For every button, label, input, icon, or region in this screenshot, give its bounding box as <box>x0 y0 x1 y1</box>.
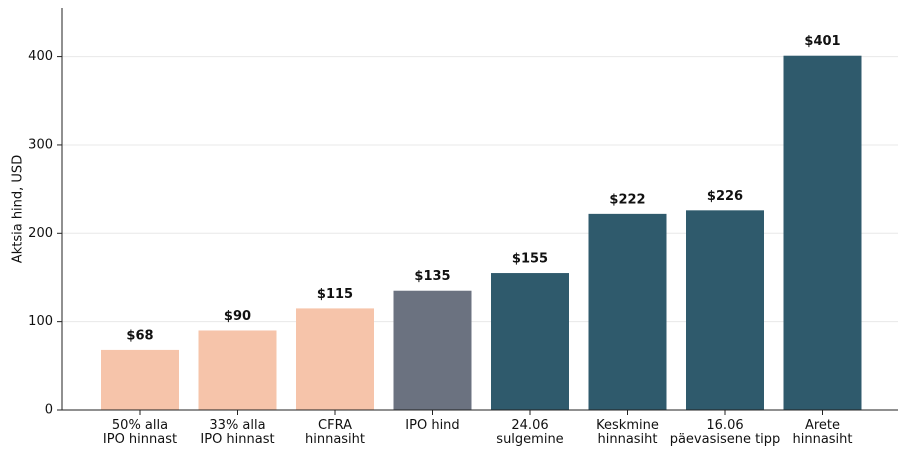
x-tick-label-line: Keskmine <box>596 418 659 433</box>
x-tick-label: 16.06 päevasisene tipp <box>670 418 781 447</box>
value-label: $401 <box>804 34 840 49</box>
value-label: $222 <box>609 192 645 207</box>
x-tick-label-line: hinnasiht <box>597 432 657 447</box>
value-label: $90 <box>224 309 251 324</box>
value-label: $226 <box>707 189 743 204</box>
x-tick-label: Arete hinnasiht <box>792 418 852 447</box>
bar <box>198 330 277 410</box>
x-tick-label: CFRA hinnasiht <box>305 418 365 447</box>
x-tick-label-line: 16.06 <box>706 418 743 433</box>
y-tick-label: 300 <box>28 137 53 152</box>
bar <box>491 273 569 410</box>
bar <box>783 55 862 410</box>
value-label: $135 <box>414 269 450 284</box>
x-tick-label-line: päevasisene tipp <box>670 432 781 447</box>
x-tick-label-line: sulgemine <box>496 432 563 447</box>
x-tick-label: Keskmine hinnasiht <box>596 418 659 447</box>
y-axis-label: Aktsia hind, USD <box>11 155 26 263</box>
x-tick-label-line: hinnasiht <box>305 432 365 447</box>
bar <box>101 349 179 410</box>
y-tick-label: 100 <box>28 314 53 329</box>
y-tick-label: 400 <box>28 49 53 64</box>
value-label: $155 <box>512 252 548 267</box>
x-tick-label-line: IPO hind <box>405 418 459 433</box>
x-tick-label: 50% alla IPO hinnast <box>103 418 177 447</box>
x-tick-label-line: hinnasiht <box>792 432 852 447</box>
value-label: $115 <box>317 287 353 302</box>
x-tick-label: 33% alla IPO hinnast <box>200 418 274 447</box>
y-tick-label: 0 <box>45 403 53 418</box>
x-tick-label-line: IPO hinnast <box>200 432 274 447</box>
x-tick-label-line: 24.06 <box>511 418 548 433</box>
x-tick-label-line: IPO hinnast <box>103 432 177 447</box>
bar <box>393 290 472 410</box>
x-tick-label: IPO hind <box>405 418 459 433</box>
x-tick-label-line: 50% alla <box>112 418 168 433</box>
x-tick-label-line: Arete <box>805 418 840 433</box>
x-tick-label-line: CFRA <box>318 418 352 433</box>
bar <box>686 210 764 410</box>
bar <box>296 308 374 410</box>
y-tick-label: 200 <box>28 226 53 241</box>
x-tick-label: 24.06 sulgemine <box>496 418 563 447</box>
value-label: $68 <box>126 328 153 343</box>
bar <box>588 213 667 410</box>
x-tick-label-line: 33% alla <box>209 418 265 433</box>
